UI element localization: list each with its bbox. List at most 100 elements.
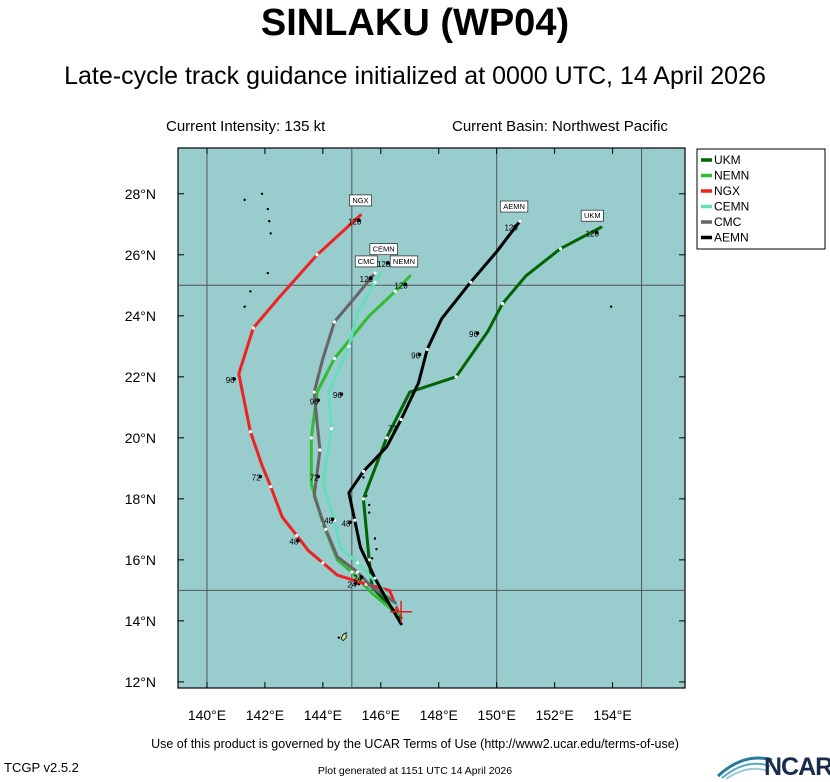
forecast-hour-label-cmc: 72	[310, 474, 319, 483]
forecast-hour-dot-cmc	[330, 517, 335, 522]
ncar-logo-text: NCAR	[764, 753, 830, 781]
legend-label-aemn: AEMN	[714, 231, 749, 245]
legend-label-nemn: NEMN	[714, 169, 749, 183]
track-point-ukm	[558, 247, 563, 251]
track-point-aemn	[469, 280, 473, 284]
track-point-cmc	[373, 271, 377, 275]
track-point-ngx	[251, 326, 255, 330]
track-point-cemn	[373, 280, 377, 284]
island-marker	[249, 290, 252, 293]
x-tick-label: 146°E	[362, 707, 400, 723]
forecast-hour-label-aemn: 24	[353, 574, 362, 583]
forecast-hour-dot-ukm	[594, 230, 599, 235]
x-tick-label: 154°E	[593, 707, 631, 723]
legend-box	[696, 148, 826, 250]
y-tick-label: 24°N	[125, 308, 156, 324]
track-cemn	[321, 271, 397, 608]
track-point-cmc	[324, 527, 328, 531]
track-point-ngx	[269, 485, 273, 489]
forecast-hour-label-ukm: 120	[586, 229, 600, 238]
forecast-hour-label-ngx: 48	[289, 538, 298, 547]
forecast-hour-label-nemn: 120	[394, 281, 408, 290]
track-point-cemn	[329, 427, 334, 431]
model-tag-nemn: NEMN	[393, 257, 415, 266]
x-tick-label: 148°E	[420, 707, 458, 723]
island-marker	[373, 537, 377, 540]
y-tick-label: 14°N	[125, 613, 156, 629]
forecast-hour-label-ngx: 120	[348, 217, 362, 226]
legend-label-cmc: CMC	[714, 215, 742, 229]
track-aemn	[347, 219, 522, 626]
version-label: TCGP v2.5.2	[4, 760, 79, 775]
forecast-hour-label-cemn: 96	[333, 391, 342, 400]
forecast-hour-label-ngx: 72	[252, 474, 261, 483]
forecast-hour-dot-aemn	[394, 425, 399, 430]
track-point-cmc	[312, 390, 316, 394]
track-point-aemn	[353, 518, 357, 522]
island-marker	[337, 636, 340, 639]
forecast-hour-label-aemn: 48	[342, 519, 351, 528]
track-point-ukm	[454, 375, 458, 379]
legend-label-ngx: NGX	[714, 184, 740, 198]
forecast-hour-dot-ngx	[296, 538, 300, 543]
track-point-ukm	[367, 558, 371, 562]
y-tick-label: 22°N	[125, 369, 156, 385]
track-point-nemn	[332, 356, 337, 361]
island-marker	[260, 192, 264, 195]
forecast-hour-dot-ngx	[356, 218, 361, 223]
forecast-hour-dot-ngx	[258, 474, 263, 479]
track-point-cmc	[332, 320, 337, 324]
track-point-ukm	[500, 301, 505, 306]
model-tag-aemn: AEMN	[503, 202, 525, 211]
y-tick-label: 12°N	[125, 674, 156, 690]
model-tag-box-cemn	[369, 243, 398, 256]
forecast-hour-dot-aemn	[417, 352, 422, 357]
island-marker	[269, 232, 272, 235]
legend-label-ukm: UKM	[714, 153, 741, 167]
track-point-nemn	[350, 570, 354, 574]
forecast-hour-dot-cemn	[385, 261, 390, 265]
forecast-hour-dot-ngx	[232, 377, 236, 381]
current-intensity: Current Intensity: 135 kt	[166, 118, 326, 135]
model-tag-box-cmc	[354, 255, 378, 268]
model-tag-ukm: UKM	[584, 211, 601, 220]
track-point-cmc	[318, 448, 322, 452]
island-marker	[370, 557, 374, 560]
forecast-hour-dot-cemn	[339, 392, 344, 396]
forecast-hour-label-aemn: 72	[388, 425, 397, 434]
x-tick-label: 144°E	[304, 707, 342, 723]
forecast-hour-dot-cmc	[316, 398, 320, 403]
x-tick-label: 150°E	[478, 707, 516, 723]
chart-subtitle: Late-cycle track guidance initialized at…	[64, 62, 766, 90]
model-tag-cmc: CMC	[358, 257, 376, 266]
model-tag-cemn: CEMN	[373, 245, 395, 254]
model-tag-box-aemn	[499, 200, 529, 213]
forecast-hour-label-ukm: 96	[469, 330, 478, 339]
island-marker	[266, 271, 270, 275]
forecast-hour-dot-aemn	[348, 520, 352, 525]
forecast-hour-label-cmc: 96	[310, 397, 319, 406]
forecast-hour-dot-cmc	[368, 276, 373, 281]
forecast-hour-label-cemn: 120	[377, 260, 391, 269]
track-point-cemn	[356, 561, 360, 565]
track-ukm	[361, 225, 603, 620]
y-tick-label: 18°N	[125, 491, 156, 507]
forecast-hour-label-cmc: 48	[324, 516, 333, 525]
y-tick-label: 16°N	[125, 552, 156, 568]
guam-island	[340, 631, 347, 642]
forecast-hour-label-cmc: 120	[360, 275, 374, 284]
track-point-ngx	[315, 253, 319, 257]
island-marker	[609, 305, 613, 308]
forecast-hour-label-ngx: 96	[226, 376, 235, 385]
track-point-cmc	[356, 570, 360, 574]
y-tick-label: 26°N	[125, 247, 156, 263]
island-marker	[266, 207, 270, 211]
x-tick-label: 152°E	[535, 707, 573, 723]
island-marker	[375, 547, 378, 551]
forecast-hour-label-aemn: 120	[504, 223, 518, 232]
track-point-aemn	[399, 417, 403, 422]
track-point-nemn	[309, 436, 313, 440]
forecast-hour-label-aemn: 96	[411, 352, 420, 361]
track-point-ngx	[321, 561, 325, 565]
